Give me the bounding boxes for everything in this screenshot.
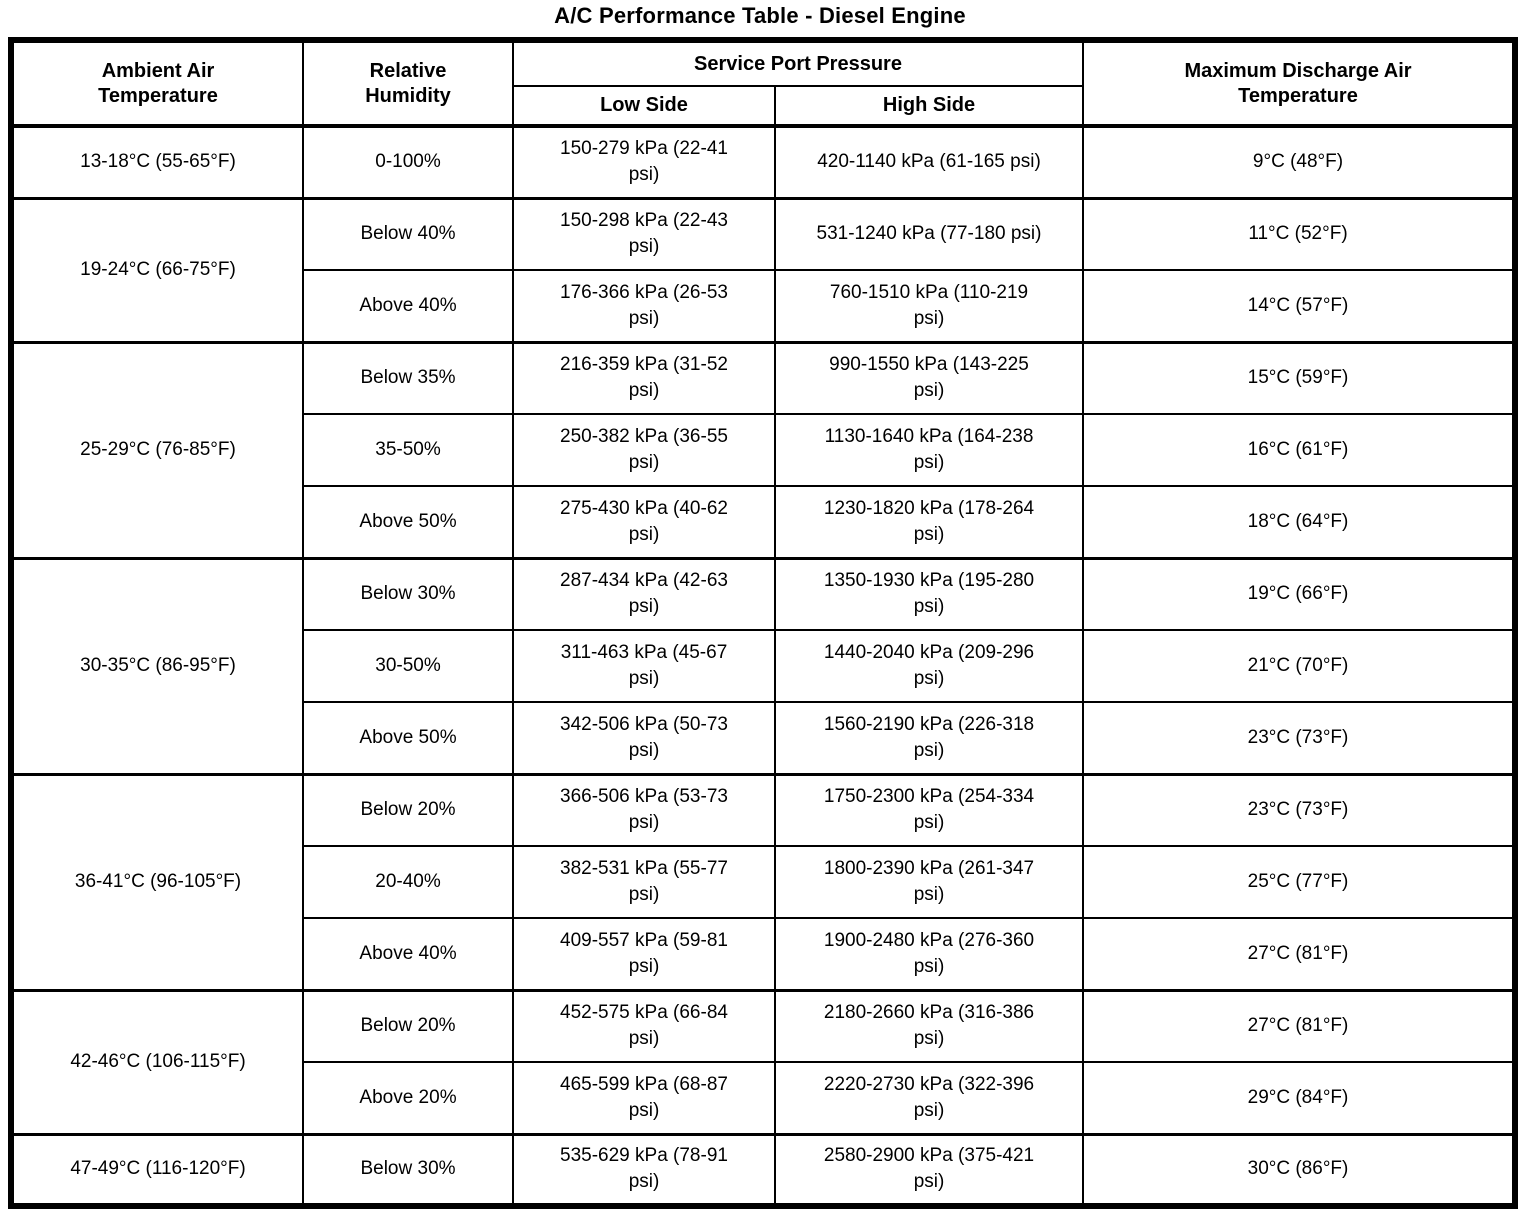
- cell-high-side-pressure: 2180-2660 kPa (316-386 psi): [774, 988, 1084, 1063]
- header-row-top: Ambient Air Temperature Relative Humidit…: [10, 39, 1516, 128]
- table-body: 13-18°C (55-65°F) 0-100% 150-279 kPa (22-4…: [10, 124, 1516, 1207]
- cell-high-side-pressure: 990-1550 kPa (143-225 psi): [774, 340, 1084, 415]
- table-row: Above 40% 409-557 kPa (59-81 psi) 1900-248…: [11, 917, 1516, 991]
- cell-maximum-discharge-air-temperature: 30°C (86°F): [1082, 1132, 1516, 1207]
- table-row: 42-46°C (106-115°F) Below 20% 452-575 kPa …: [10, 988, 1516, 1135]
- table-row: Above 50% 275-430 kPa (40-62 psi) 1230-182…: [11, 485, 1516, 559]
- cell-high-side-pressure: 1130-1640 kPa (164-238 psi): [774, 413, 1084, 487]
- cell-relative-humidity: 20-40%: [302, 845, 514, 919]
- cell-maximum-discharge-air-temperature: 9°C (48°F): [1082, 124, 1516, 199]
- cell-maximum-discharge-air-temperature: 11°C (52°F): [1082, 196, 1516, 271]
- cell-ambient-air-temperature: 36-41°C (96-105°F): [10, 772, 304, 991]
- cell-maximum-discharge-air-temperature: 27°C (81°F): [1082, 988, 1516, 1063]
- table-row: 30-35°C (86-95°F) Below 30% 287-434 kPa (4…: [10, 556, 1516, 775]
- cell-maximum-discharge-air-temperature: 18°C (64°F): [1082, 485, 1516, 559]
- table-row: 20-40% 382-531 kPa (55-77 psi) 1800-2390 k…: [11, 845, 1516, 919]
- table-row: 36-41°C (96-105°F) Below 20% 366-506 kPa (…: [10, 772, 1516, 991]
- table-row: 35-50% 250-382 kPa (36-55 psi) 1130-1640 k…: [11, 413, 1516, 487]
- ac-performance-table: Ambient Air Temperature Relative Humidit…: [8, 37, 1518, 1209]
- header-row-sub: Low Side High Side: [11, 85, 1515, 128]
- cell-high-side-pressure: 1350-1930 kPa (195-280 psi): [774, 556, 1084, 631]
- cell-relative-humidity: Below 20%: [302, 772, 514, 847]
- cell-ambient-air-temperature: 19-24°C (66-75°F): [10, 196, 304, 343]
- cell-maximum-discharge-air-temperature: 25°C (77°F): [1082, 845, 1516, 919]
- cell-low-side-pressure: 452-575 kPa (66-84 psi): [512, 988, 776, 1063]
- header-relative-humidity: Relative Humidity: [302, 39, 514, 128]
- cell-low-side-pressure: 287-434 kPa (42-63 psi): [512, 556, 776, 631]
- cell-relative-humidity: Above 40%: [302, 269, 514, 343]
- cell-relative-humidity: Below 30%: [302, 556, 514, 631]
- cell-maximum-discharge-air-temperature: 21°C (70°F): [1082, 629, 1516, 703]
- cell-relative-humidity: 0-100%: [302, 124, 514, 199]
- cell-low-side-pressure: 535-629 kPa (78-91 psi): [512, 1132, 776, 1207]
- cell-ambient-air-temperature: 47-49°C (116-120°F): [10, 1132, 304, 1207]
- cell-relative-humidity: Below 40%: [302, 196, 514, 271]
- cell-high-side-pressure: 1900-2480 kPa (276-360 psi): [774, 917, 1084, 991]
- cell-high-side-pressure: 2580-2900 kPa (375-421 psi): [774, 1132, 1084, 1207]
- cell-low-side-pressure: 150-279 kPa (22-41 psi): [512, 124, 776, 199]
- cell-high-side-pressure: 1230-1820 kPa (178-264 psi): [774, 485, 1084, 559]
- cell-high-side-pressure: 531-1240 kPa (77-180 psi): [774, 196, 1084, 271]
- table-row: Above 50% 342-506 kPa (50-73 psi) 1560-219…: [11, 701, 1516, 775]
- cell-relative-humidity: Below 20%: [302, 988, 514, 1063]
- cell-ambient-air-temperature: 30-35°C (86-95°F): [10, 556, 304, 775]
- cell-low-side-pressure: 150-298 kPa (22-43 psi): [512, 196, 776, 271]
- cell-relative-humidity: 30-50%: [302, 629, 514, 703]
- cell-relative-humidity: 35-50%: [302, 413, 514, 487]
- table-row: 47-49°C (116-120°F) Below 30% 535-629 kPa …: [10, 1132, 1516, 1207]
- cell-low-side-pressure: 465-599 kPa (68-87 psi): [512, 1061, 776, 1135]
- table-row: Above 20% 465-599 kPa (68-87 psi) 2220-273…: [11, 1061, 1516, 1135]
- cell-high-side-pressure: 1440-2040 kPa (209-296 psi): [774, 629, 1084, 703]
- cell-maximum-discharge-air-temperature: 23°C (73°F): [1082, 772, 1516, 847]
- cell-maximum-discharge-air-temperature: 16°C (61°F): [1082, 413, 1516, 487]
- cell-low-side-pressure: 366-506 kPa (53-73 psi): [512, 772, 776, 847]
- cell-high-side-pressure: 1800-2390 kPa (261-347 psi): [774, 845, 1084, 919]
- cell-high-side-pressure: 1560-2190 kPa (226-318 psi): [774, 701, 1084, 775]
- header-high-side: High Side: [774, 85, 1084, 128]
- cell-low-side-pressure: 409-557 kPa (59-81 psi): [512, 917, 776, 991]
- cell-ambient-air-temperature: 13-18°C (55-65°F): [10, 124, 304, 199]
- header-ambient-air-temperature: Ambient Air Temperature: [10, 39, 304, 128]
- cell-low-side-pressure: 382-531 kPa (55-77 psi): [512, 845, 776, 919]
- cell-relative-humidity: Above 20%: [302, 1061, 514, 1135]
- cell-low-side-pressure: 342-506 kPa (50-73 psi): [512, 701, 776, 775]
- cell-relative-humidity: Above 50%: [302, 485, 514, 559]
- cell-low-side-pressure: 176-366 kPa (26-53 psi): [512, 269, 776, 343]
- cell-low-side-pressure: 311-463 kPa (45-67 psi): [512, 629, 776, 703]
- header-maximum-discharge-air-temperature: Maximum Discharge Air Temperature: [1082, 39, 1516, 128]
- cell-maximum-discharge-air-temperature: 19°C (66°F): [1082, 556, 1516, 631]
- cell-low-side-pressure: 275-430 kPa (40-62 psi): [512, 485, 776, 559]
- table-row: 19-24°C (66-75°F) Below 40% 150-298 kPa (2…: [10, 196, 1516, 343]
- cell-maximum-discharge-air-temperature: 14°C (57°F): [1082, 269, 1516, 343]
- header-low-side: Low Side: [512, 85, 776, 128]
- table-row: Above 40% 176-366 kPa (26-53 psi) 760-1510…: [11, 269, 1516, 343]
- cell-relative-humidity: Below 35%: [302, 340, 514, 415]
- cell-maximum-discharge-air-temperature: 27°C (81°F): [1082, 917, 1516, 991]
- table-row: 25-29°C (76-85°F) Below 35% 216-359 kPa (3…: [10, 340, 1516, 559]
- cell-ambient-air-temperature: 25-29°C (76-85°F): [10, 340, 304, 559]
- cell-low-side-pressure: 250-382 kPa (36-55 psi): [512, 413, 776, 487]
- cell-maximum-discharge-air-temperature: 15°C (59°F): [1082, 340, 1516, 415]
- cell-high-side-pressure: 420-1140 kPa (61-165 psi): [774, 124, 1084, 199]
- cell-high-side-pressure: 1750-2300 kPa (254-334 psi): [774, 772, 1084, 847]
- cell-maximum-discharge-air-temperature: 29°C (84°F): [1082, 1061, 1516, 1135]
- cell-relative-humidity: Above 40%: [302, 917, 514, 991]
- table-row: 30-50% 311-463 kPa (45-67 psi) 1440-2040 k…: [11, 629, 1516, 703]
- cell-maximum-discharge-air-temperature: 23°C (73°F): [1082, 701, 1516, 775]
- table-row: 13-18°C (55-65°F) 0-100% 150-279 kPa (22-4…: [10, 124, 1516, 199]
- cell-ambient-air-temperature: 42-46°C (106-115°F): [10, 988, 304, 1135]
- cell-relative-humidity: Below 30%: [302, 1132, 514, 1207]
- table-header: Ambient Air Temperature Relative Humidit…: [10, 39, 1516, 128]
- cell-high-side-pressure: 2220-2730 kPa (322-396 psi): [774, 1061, 1084, 1135]
- cell-relative-humidity: Above 50%: [302, 701, 514, 775]
- cell-low-side-pressure: 216-359 kPa (31-52 psi): [512, 340, 776, 415]
- cell-high-side-pressure: 760-1510 kPa (110-219 psi): [774, 269, 1084, 343]
- header-service-port-pressure: Service Port Pressure: [512, 39, 1084, 87]
- page-title: A/C Performance Table - Diesel Engine: [554, 3, 966, 28]
